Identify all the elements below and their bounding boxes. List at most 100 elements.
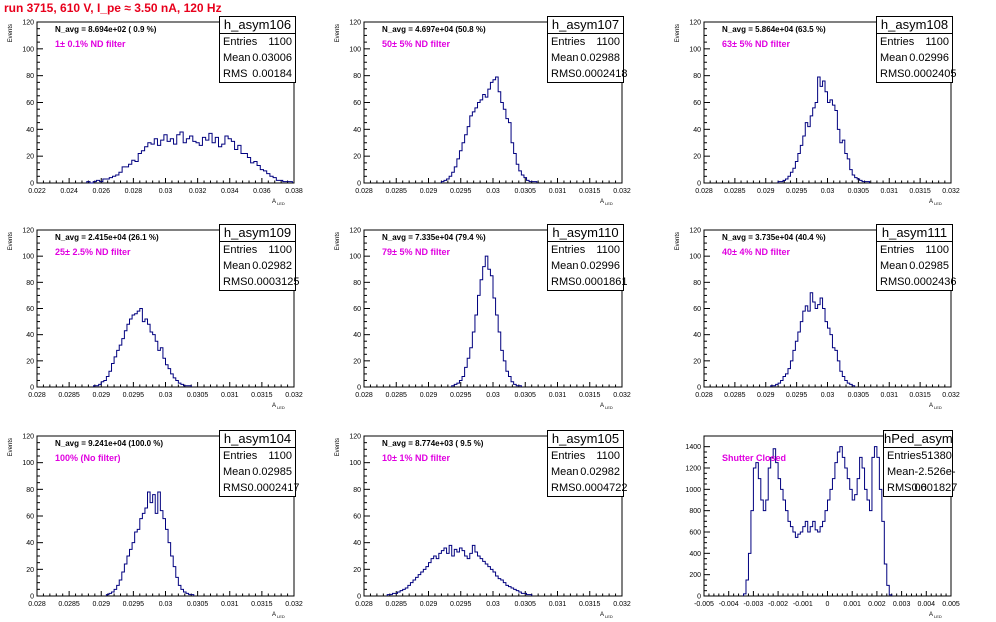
- x-tick-label: 0.03: [159, 392, 173, 399]
- x-tick-label: 0.0295: [123, 392, 145, 399]
- x-axis-label-subscript: LED: [934, 201, 942, 206]
- stats-box: Entries 1100 Mean 0.02982 RMS 0.0003125: [219, 241, 299, 291]
- histogram-line: [440, 76, 538, 183]
- stats-label-entries: Entries: [887, 450, 922, 462]
- x-axis-label-subscript: LED: [605, 201, 613, 206]
- histogram-bin: [852, 500, 854, 596]
- stats-label-rms: RMS: [880, 276, 905, 288]
- navg-label: N_avg = 8.694e+02 ( 0.9 %): [55, 25, 157, 34]
- y-tick-label: 40: [353, 332, 361, 339]
- histogram-bin: [441, 551, 444, 596]
- histogram-bin: [418, 575, 421, 596]
- histogram-bin: [483, 94, 486, 183]
- stats-row-mean: Mean 0.02985: [877, 258, 952, 274]
- x-tick-label: 0.0315: [251, 392, 273, 399]
- histogram-bin: [803, 311, 805, 387]
- histogram-bin: [485, 97, 488, 183]
- stats-label-rms: RMS: [551, 276, 576, 288]
- y-axis-label: Events: [675, 24, 681, 42]
- histogram-bin: [485, 256, 488, 387]
- x-tick-label: 0.029: [420, 188, 438, 195]
- y-tick-label: 120: [349, 228, 361, 235]
- histogram-line: [743, 446, 893, 596]
- histogram-title: h_asym105: [547, 430, 624, 448]
- y-tick-label: 0: [357, 181, 361, 188]
- stats-value-mean: 0.02985: [252, 466, 292, 478]
- histogram-bin: [810, 527, 812, 596]
- histogram-bin: [865, 489, 867, 596]
- x-axis-label: A: [600, 403, 604, 409]
- x-tick-label: 0.028: [125, 188, 143, 195]
- y-tick-label: 600: [689, 530, 701, 537]
- histogram-bin: [150, 332, 153, 387]
- x-tick-label: 0.0295: [450, 188, 472, 195]
- y-tick-label: 120: [349, 434, 361, 441]
- histogram-bin: [825, 92, 827, 183]
- stats-value-mean: 0.02985: [909, 260, 949, 272]
- y-tick-label: 60: [693, 100, 701, 107]
- histogram-bin: [776, 463, 778, 596]
- y-tick-label: 100: [689, 254, 701, 261]
- stats-row-mean: Mean 0.02988: [548, 50, 623, 66]
- y-tick-label: 100: [22, 254, 34, 261]
- stats-label-mean: Mean: [551, 466, 579, 478]
- stats-label-rms: RMS: [223, 482, 248, 494]
- histogram-bin: [465, 556, 468, 596]
- stats-row-entries: Entries 1100: [220, 34, 295, 50]
- x-tick-label: 0.032: [285, 601, 303, 608]
- histogram-bin: [773, 449, 775, 596]
- stats-row-rms: RMS 0.0002405: [877, 66, 956, 82]
- histogram-bin: [820, 298, 822, 387]
- histogram-bin: [421, 572, 424, 596]
- navg-label: N_avg = 5.864e+04 (63.5 %): [722, 25, 826, 34]
- histogram-bin: [148, 143, 151, 183]
- histogram-bin: [167, 141, 170, 183]
- x-tick-label: 0.001: [843, 601, 861, 608]
- histogram-bin: [160, 511, 163, 596]
- histogram-bin: [496, 77, 499, 183]
- histogram-bin: [151, 144, 154, 183]
- x-tick-label: 0.031: [549, 392, 567, 399]
- x-axis-label-subscript: LED: [934, 405, 942, 410]
- x-tick-label: 0.0285: [386, 188, 408, 195]
- navg-label: N_avg = 2.415e+04 (26.1 %): [55, 233, 159, 242]
- stats-box: Entries 1100 Mean 0.02985 RMS 0.0002417: [219, 447, 299, 497]
- histogram-bin: [467, 559, 470, 596]
- x-tick-label: 0.028: [695, 392, 713, 399]
- y-tick-label: 1400: [685, 444, 701, 451]
- histogram-bin: [756, 463, 758, 596]
- x-tick-label: 0.0305: [515, 188, 537, 195]
- stats-value-rms: 0.001827: [911, 482, 958, 494]
- histogram-bin: [857, 479, 859, 596]
- stats-label-mean: Mean: [223, 260, 251, 272]
- histogram-bin: [488, 269, 491, 387]
- histogram-bin: [161, 140, 164, 183]
- histogram-bin: [142, 322, 145, 387]
- x-axis-label: A: [929, 199, 933, 205]
- histogram-bin: [163, 519, 166, 596]
- x-axis-label: A: [272, 612, 276, 618]
- stats-value-rms: 0.0002436: [904, 276, 957, 288]
- histogram-bin: [475, 552, 478, 596]
- histogram-bin: [135, 314, 138, 387]
- stats-row-rms: RMS 0.0004722: [548, 480, 627, 496]
- histogram-line: [770, 292, 856, 387]
- x-tick-label: 0.028: [355, 188, 373, 195]
- histogram-title: h_asym108: [876, 16, 953, 34]
- y-tick-label: 200: [689, 572, 701, 579]
- stats-label-mean: Mean: [551, 52, 579, 64]
- x-tick-label: 0.0315: [909, 392, 931, 399]
- stats-row-entries: Entries 1100: [877, 34, 952, 50]
- stats-label-entries: Entries: [880, 36, 915, 48]
- stats-value-rms: 0.0001861: [575, 276, 628, 288]
- x-tick-label: 0.028: [28, 392, 46, 399]
- navg-label: N_avg = 9.241e+04 (100.0 %): [55, 439, 163, 448]
- y-tick-label: 80: [353, 73, 361, 80]
- histogram-line: [86, 131, 293, 184]
- histogram-bin: [490, 82, 493, 183]
- x-tick-label: 0.0315: [251, 601, 273, 608]
- y-tick-label: 80: [693, 280, 701, 287]
- x-tick-label: 0.0285: [724, 392, 746, 399]
- y-tick-label: 20: [26, 358, 34, 365]
- histogram-bin: [778, 479, 780, 596]
